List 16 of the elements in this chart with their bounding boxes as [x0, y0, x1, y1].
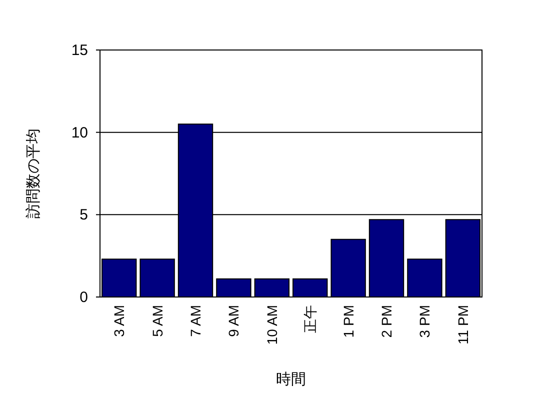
- x-tick-label: 正午: [302, 305, 318, 333]
- y-tick-label: 0: [80, 289, 88, 306]
- y-tick-label: 10: [71, 124, 88, 142]
- x-tick-label: 10 AM: [264, 305, 280, 345]
- y-axis-title: 訪問数の平均: [25, 128, 42, 218]
- x-tick-label: 3 AM: [111, 305, 128, 337]
- x-tick-label: 7 AM: [188, 305, 204, 337]
- x-tick-label: 5 AM: [149, 305, 166, 337]
- x-tick-label: 3 PM: [416, 305, 433, 338]
- x-tick-label: 2 PM: [378, 305, 394, 338]
- x-tick-label: 1 PM: [340, 305, 356, 338]
- x-tick-label: 11 PM: [454, 305, 471, 344]
- y-tick-label: 5: [80, 206, 88, 224]
- x-tick-label: 9 AM: [226, 305, 242, 337]
- y-tick-label: 15: [71, 42, 88, 59]
- x-axis-title: 時間: [276, 371, 306, 388]
